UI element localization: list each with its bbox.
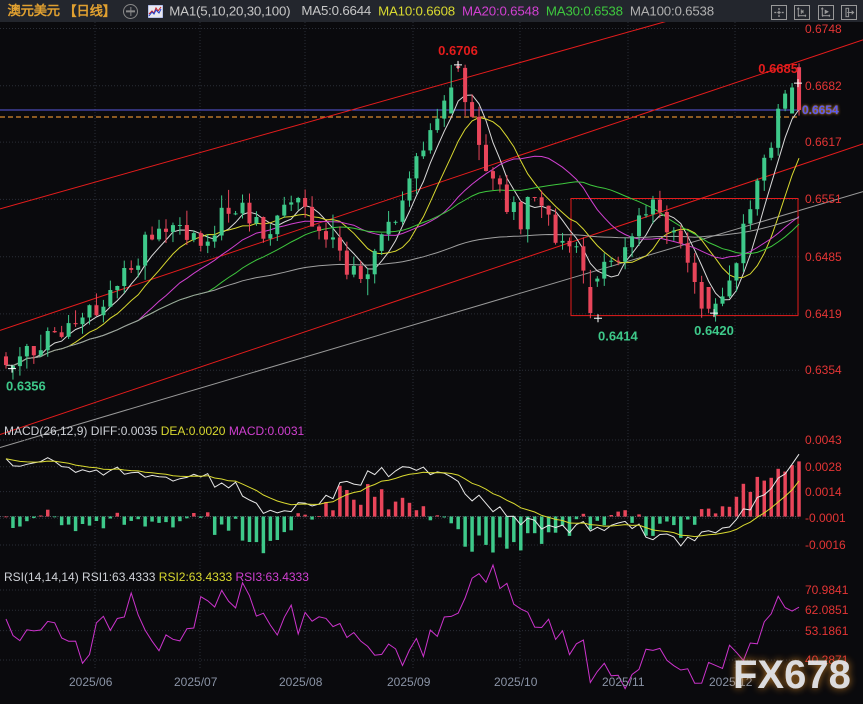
svg-text:0.6356: 0.6356 xyxy=(6,379,46,394)
svg-text:0.6706: 0.6706 xyxy=(438,43,478,58)
svg-text:0.6685: 0.6685 xyxy=(758,61,798,76)
svg-text:0.6420: 0.6420 xyxy=(694,323,734,338)
svg-text:0.6414: 0.6414 xyxy=(598,328,639,343)
